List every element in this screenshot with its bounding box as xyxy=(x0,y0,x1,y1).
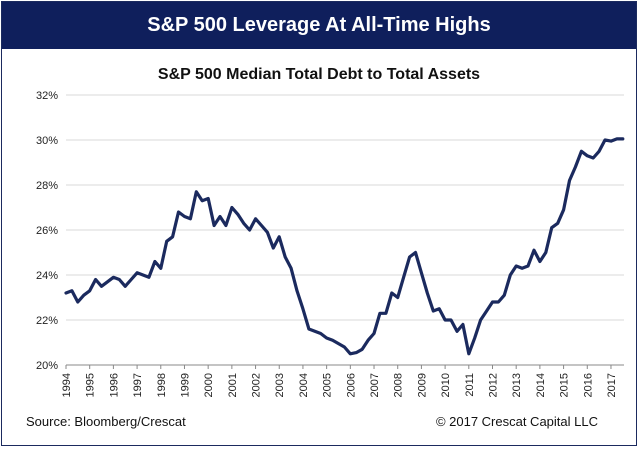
x-tick-label: 1997 xyxy=(132,373,144,397)
banner-title: S&P 500 Leverage At All-Time Highs xyxy=(2,2,636,49)
x-tick-label: 2014 xyxy=(535,373,547,397)
x-tick-label: 1998 xyxy=(156,373,168,397)
x-tick-label: 1995 xyxy=(85,373,97,397)
line-chart: 20% 22% 24% 26% 28% 30% 32% 1994 1995 1996 1997 199… xyxy=(36,90,625,397)
chart-title: S&P 500 Median Total Debt to Total Asset… xyxy=(157,66,481,83)
x-tick-label: 2002 xyxy=(251,373,263,397)
x-tick-label: 2013 xyxy=(511,373,523,397)
x-tick-label: 2007 xyxy=(369,373,381,397)
series-line xyxy=(64,137,625,356)
x-tick-label: 2005 xyxy=(322,373,334,397)
x-tick-label: 2001 xyxy=(227,373,239,397)
x-tick-label: 2006 xyxy=(345,373,357,397)
x-tick-label: 1996 xyxy=(108,373,120,397)
y-tick-label: 30% xyxy=(36,135,58,147)
x-tick-label: 2017 xyxy=(606,373,618,397)
copyright-note: © 2017 Crescat Capital LLC xyxy=(435,414,598,429)
x-tick-label: 2000 xyxy=(203,373,215,397)
y-tick-label: 28% xyxy=(36,180,58,192)
x-tick-label: 2004 xyxy=(298,373,310,397)
x-tick-label: 1999 xyxy=(179,373,191,397)
y-tick-label: 20% xyxy=(36,360,58,372)
y-tick-label: 22% xyxy=(36,315,58,327)
x-tick-label: 2009 xyxy=(416,373,428,397)
x-tick-label: 2012 xyxy=(487,373,499,397)
y-tick-label: 26% xyxy=(36,225,58,237)
x-tick-label: 2011 xyxy=(464,373,476,397)
y-tick-label: 32% xyxy=(36,90,58,102)
x-tick-label: 1994 xyxy=(61,373,73,397)
y-tick-label: 24% xyxy=(36,270,58,282)
x-tick-label: 2015 xyxy=(559,373,571,397)
source-note: Source: Bloomberg/Crescat xyxy=(26,414,186,429)
x-tick-label: 2010 xyxy=(440,373,452,397)
x-tick-label: 2008 xyxy=(393,373,405,397)
x-tick-label: 2003 xyxy=(274,373,286,397)
x-tick-label: 2016 xyxy=(582,373,594,397)
